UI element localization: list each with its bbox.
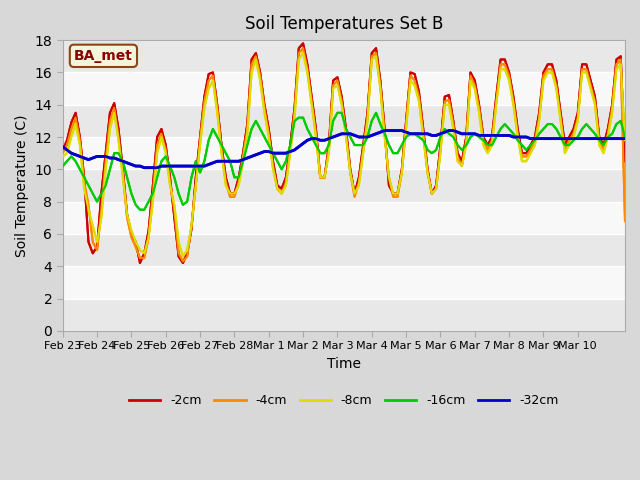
X-axis label: Time: Time: [327, 357, 361, 371]
Bar: [63, 105, 625, 137]
Bar: [63, 40, 625, 72]
Bar: [63, 299, 625, 331]
Bar: [63, 234, 625, 266]
Bar: [63, 202, 625, 234]
Y-axis label: Soil Temperature (C): Soil Temperature (C): [15, 114, 29, 257]
Title: Soil Temperatures Set B: Soil Temperatures Set B: [244, 15, 443, 33]
Bar: [63, 169, 625, 202]
Bar: [63, 137, 625, 169]
Text: BA_met: BA_met: [74, 49, 133, 63]
Bar: [63, 266, 625, 299]
Legend: -2cm, -4cm, -8cm, -16cm, -32cm: -2cm, -4cm, -8cm, -16cm, -32cm: [124, 389, 564, 412]
Bar: [63, 72, 625, 105]
